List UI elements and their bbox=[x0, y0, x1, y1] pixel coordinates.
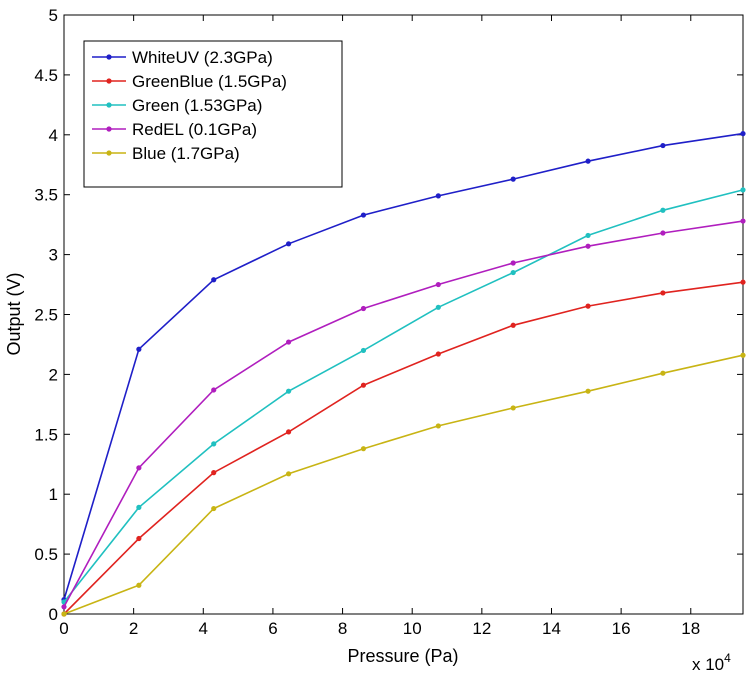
y-tick-label: 3 bbox=[49, 246, 58, 265]
y-axis-title: Output (V) bbox=[4, 272, 24, 355]
x-tick-label: 18 bbox=[681, 619, 700, 638]
x-tick-label: 10 bbox=[403, 619, 422, 638]
data-point bbox=[660, 370, 666, 376]
data-point bbox=[510, 322, 516, 328]
data-point bbox=[360, 212, 367, 218]
data-point bbox=[740, 187, 746, 193]
x-axis-title: Pressure (Pa) bbox=[347, 646, 458, 666]
x-tick-label: 4 bbox=[199, 619, 208, 638]
data-point bbox=[360, 446, 367, 452]
x-axis-multiplier: x 104 bbox=[692, 651, 731, 674]
y-tick-label: 5 bbox=[49, 6, 58, 25]
data-point bbox=[740, 131, 746, 137]
data-point bbox=[285, 339, 292, 345]
data-point bbox=[510, 405, 516, 411]
y-tick-label: 0.5 bbox=[34, 545, 58, 564]
legend-entry-3: RedEL (0.1GPa) bbox=[132, 120, 257, 139]
data-point bbox=[211, 441, 217, 447]
y-tick-label: 1 bbox=[49, 485, 58, 504]
y-tick-label: 3.5 bbox=[34, 186, 58, 205]
x-tick-label: 12 bbox=[472, 619, 491, 638]
series-layer bbox=[61, 131, 746, 617]
data-point bbox=[740, 218, 746, 224]
legend-entry-1: GreenBlue (1.5GPa) bbox=[132, 72, 287, 91]
data-point bbox=[211, 277, 217, 283]
legend-box bbox=[83, 40, 343, 188]
data-point bbox=[285, 471, 292, 477]
series-line-2 bbox=[63, 189, 744, 603]
data-point bbox=[211, 470, 217, 476]
series-line-4 bbox=[63, 354, 744, 615]
legend-entry-0: WhiteUV (2.3GPa) bbox=[132, 48, 273, 67]
data-point bbox=[660, 230, 666, 236]
legend-marker-4 bbox=[106, 150, 112, 156]
series-line-1 bbox=[63, 281, 744, 615]
legend-marker-2 bbox=[106, 102, 112, 108]
y-tick-label: 1.5 bbox=[34, 425, 58, 444]
data-point bbox=[211, 387, 217, 393]
data-point bbox=[285, 429, 292, 435]
data-point bbox=[136, 346, 142, 352]
data-point bbox=[285, 241, 292, 247]
data-point bbox=[585, 388, 591, 394]
y-tick-label: 2.5 bbox=[34, 306, 58, 325]
series-line-3 bbox=[63, 220, 744, 608]
legend-marker-3 bbox=[106, 126, 112, 132]
data-point bbox=[585, 303, 591, 309]
series-line-0 bbox=[63, 132, 744, 600]
data-point bbox=[61, 604, 67, 610]
data-point bbox=[510, 269, 516, 276]
data-point bbox=[136, 582, 142, 588]
data-point bbox=[136, 504, 142, 510]
data-point bbox=[510, 176, 516, 182]
x-tick-label: 14 bbox=[542, 619, 561, 638]
x-axis-multiplier-exponent: 4 bbox=[724, 651, 731, 665]
data-point bbox=[61, 611, 67, 617]
x-tick-label: 8 bbox=[338, 619, 347, 638]
data-point bbox=[585, 232, 591, 239]
y-tick-label: 2 bbox=[49, 365, 58, 384]
y-tick-label: 4 bbox=[49, 126, 58, 145]
legend-marker-0 bbox=[106, 54, 112, 60]
x-axis-multiplier-base: x 10 bbox=[692, 655, 724, 674]
data-point bbox=[435, 423, 441, 429]
data-point bbox=[211, 505, 217, 512]
data-point bbox=[660, 207, 666, 213]
data-point bbox=[136, 465, 142, 471]
y-tick-label: 0 bbox=[49, 605, 58, 624]
data-point bbox=[435, 193, 441, 199]
data-point bbox=[285, 388, 292, 394]
data-point bbox=[435, 304, 441, 310]
data-point bbox=[740, 352, 746, 358]
data-point bbox=[136, 535, 142, 542]
data-point bbox=[360, 347, 367, 354]
data-point bbox=[435, 351, 441, 357]
legend-marker-1 bbox=[106, 78, 112, 84]
y-tick-label: 4.5 bbox=[34, 66, 58, 85]
data-point bbox=[585, 243, 591, 249]
axis-ticks: 0 2 4 6 8 10 12 14 16 18 0 0.5 1 1.5 2 2.5 3 3.5 4 4.5 5 bbox=[34, 6, 743, 638]
x-tick-label: 0 bbox=[59, 619, 68, 638]
data-point bbox=[435, 281, 441, 288]
data-point bbox=[510, 260, 516, 266]
data-point bbox=[660, 290, 666, 296]
legend: WhiteUV (2.3GPa) GreenBlue (1.5GPa) Green … bbox=[83, 40, 343, 188]
data-point bbox=[740, 279, 746, 285]
data-point bbox=[660, 142, 666, 149]
legend-entry-4: Blue (1.7GPa) bbox=[132, 144, 240, 163]
data-point bbox=[360, 382, 367, 388]
legend-entry-2: Green (1.53GPa) bbox=[132, 96, 262, 115]
x-tick-label: 16 bbox=[612, 619, 631, 638]
data-point bbox=[585, 158, 591, 164]
x-tick-label: 6 bbox=[268, 619, 277, 638]
x-tick-label: 2 bbox=[129, 619, 138, 638]
data-point bbox=[360, 305, 367, 312]
